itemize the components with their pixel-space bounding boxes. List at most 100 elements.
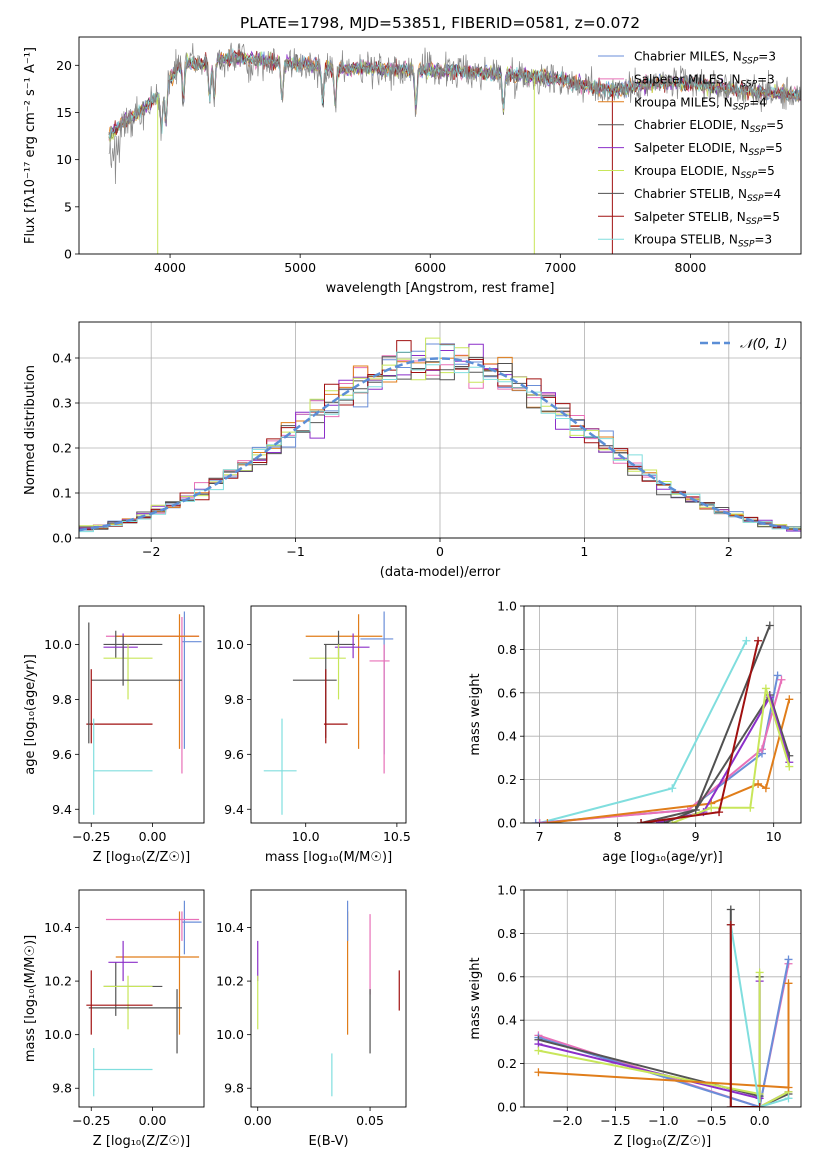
x-tick-label: 1 <box>580 544 588 559</box>
weight-marker <box>773 671 782 680</box>
x-tick-label: 0.05 <box>356 1113 384 1128</box>
weight-marker <box>761 684 770 693</box>
x-tick-label: 0.00 <box>139 829 167 844</box>
y-tick-label: 0 <box>64 247 72 262</box>
weight-marker <box>784 1094 793 1103</box>
x-tick-label: 6000 <box>414 260 446 275</box>
x-axis-label: (data-model)/error <box>380 565 501 580</box>
axes-frame <box>78 36 802 255</box>
axes-frame <box>523 605 802 824</box>
legend-label: Chabrier STELIB, NSSP=4 <box>634 187 781 204</box>
weight-marker <box>707 803 716 812</box>
x-tick-label: 10 <box>766 829 782 844</box>
legend-label: Kroupa MILES, NSSP=4 <box>634 95 767 112</box>
weight-marker <box>726 920 735 929</box>
y-tick-label: 10.4 <box>216 920 244 935</box>
error-crosses <box>86 611 202 815</box>
weight-line <box>729 924 760 1107</box>
age-vs-Z-panel: −0.25 0.00 9.4 9.6 9.8 10.0 Z [log₁₀(Z/Z☉)] age… <box>23 605 205 865</box>
y-tick-label: 10.4 <box>44 920 72 935</box>
y-tick-label: 0.0 <box>52 531 72 546</box>
weight-vs-age-panel: 7 8 9 10 0.0 0.2 0.4 0.6 0.8 1.0 age [log₁₀(age/yr… <box>468 599 802 865</box>
weight-line <box>539 679 783 823</box>
y-tick-label: 0.6 <box>497 685 517 700</box>
x-axis-label: Z [log₁₀(Z/Z☉)] <box>93 1134 190 1149</box>
legend-label: Salpeter ELODIE, NSSP=5 <box>634 141 783 158</box>
error-crosses <box>86 900 202 1097</box>
x-tick-label: 7 <box>536 829 544 844</box>
y-tick-label: 0.6 <box>497 969 517 984</box>
weight-marker <box>746 803 755 812</box>
x-tick-label: 4000 <box>154 260 186 275</box>
age-vs-mass-panel: 10.0 10.5 9.4 9.6 9.8 10.0 mass [log₁₀(M/M☉)] <box>216 605 411 865</box>
weight-marker <box>531 819 540 823</box>
legend-label: Salpeter MILES, NSSP=3 <box>634 72 775 89</box>
y-tick-label: 9.8 <box>224 692 244 707</box>
weight-line <box>539 640 748 823</box>
error-crosses <box>263 611 394 815</box>
y-tick-label: 0.0 <box>497 816 517 831</box>
weight-marker <box>765 621 774 630</box>
axes-frame <box>78 605 205 824</box>
y-tick-label: 10.0 <box>216 637 244 652</box>
legend-label: 𝒩(0, 1) <box>740 337 787 352</box>
y-tick-label: 15 <box>56 105 72 120</box>
residual-histogram <box>79 344 801 535</box>
gaussian-curve <box>79 357 799 532</box>
axes-frame <box>78 321 802 539</box>
legend-label: Kroupa STELIB, NSSP=3 <box>634 233 772 250</box>
y-tick-label: 10 <box>56 152 72 167</box>
mass-vs-ebv-panel: 0.00 0.05 9.8 10.0 10.2 10.4 E(B-V) <box>216 889 407 1149</box>
x-tick-label: −0.25 <box>72 829 110 844</box>
x-tick-label: −0.25 <box>72 1113 110 1128</box>
x-tick-label: 0.00 <box>244 1113 272 1128</box>
x-tick-label: −1 <box>286 544 304 559</box>
y-tick-label: 0.0 <box>497 1100 517 1115</box>
x-tick-label: 7000 <box>544 260 576 275</box>
y-tick-label: 10.2 <box>44 974 72 989</box>
x-tick-label: 2 <box>725 544 733 559</box>
weight-marker <box>637 819 646 823</box>
weight-marker <box>668 784 677 793</box>
y-tick-label: 9.4 <box>52 802 72 817</box>
legend-label: Kroupa ELODIE, NSSP=5 <box>634 164 775 181</box>
x-axis-label: mass [log₁₀(M/M☉)] <box>265 850 392 865</box>
y-tick-label: 9.8 <box>52 692 72 707</box>
x-tick-label: 5000 <box>284 260 316 275</box>
weight-marker <box>726 1103 735 1107</box>
y-axis-label: Flux [fλ10⁻¹⁷ erg cm⁻² s⁻¹ A⁻¹] <box>23 47 38 244</box>
x-tick-label: 10.0 <box>292 829 320 844</box>
weight-marker <box>534 1046 543 1055</box>
x-tick-label: −2.0 <box>552 1113 582 1128</box>
y-axis-label: Normed distribution <box>23 365 38 495</box>
y-tick-label: 0.2 <box>497 1056 517 1071</box>
y-tick-label: 10.2 <box>216 974 244 989</box>
y-tick-label: 9.4 <box>224 802 244 817</box>
y-tick-label: 1.0 <box>497 599 517 614</box>
residuals-panel: −2 −1 0 1 2 0.0 0.1 0.2 0.3 0.4 (data-model)/error… <box>23 321 802 580</box>
spectrum-data-line <box>108 42 801 185</box>
x-tick-label: 8000 <box>675 260 707 275</box>
axes-frame <box>523 889 802 1108</box>
y-tick-label: 9.8 <box>52 1081 72 1096</box>
mass-vs-Z-panel: −0.25 0.00 9.8 10.0 10.2 10.4 Z [log₁₀(Z/Z☉)] m… <box>23 889 205 1149</box>
y-tick-label: 0.4 <box>497 729 517 744</box>
y-tick-label: 20 <box>56 58 72 73</box>
x-tick-label: 9 <box>692 829 700 844</box>
y-axis-label: age [log₁₀(age/yr)] <box>23 654 38 775</box>
x-axis-label: E(B-V) <box>308 1134 348 1149</box>
y-tick-label: 0.4 <box>52 351 72 366</box>
weight-marker <box>691 805 700 814</box>
error-crosses <box>257 900 400 1097</box>
weight-marker <box>726 905 735 914</box>
weight-marker <box>543 819 552 823</box>
spectrum-legend: Chabrier MILES, NSSP=3 Salpeter MILES, NS… <box>598 50 784 250</box>
weight-marker <box>757 745 766 754</box>
x-tick-label: −2 <box>142 544 160 559</box>
y-tick-label: 9.6 <box>52 747 72 762</box>
weight-line <box>729 924 789 1107</box>
weight-marker <box>535 819 544 823</box>
weight-marker <box>784 979 793 988</box>
x-tick-label: 0.00 <box>139 1113 167 1128</box>
